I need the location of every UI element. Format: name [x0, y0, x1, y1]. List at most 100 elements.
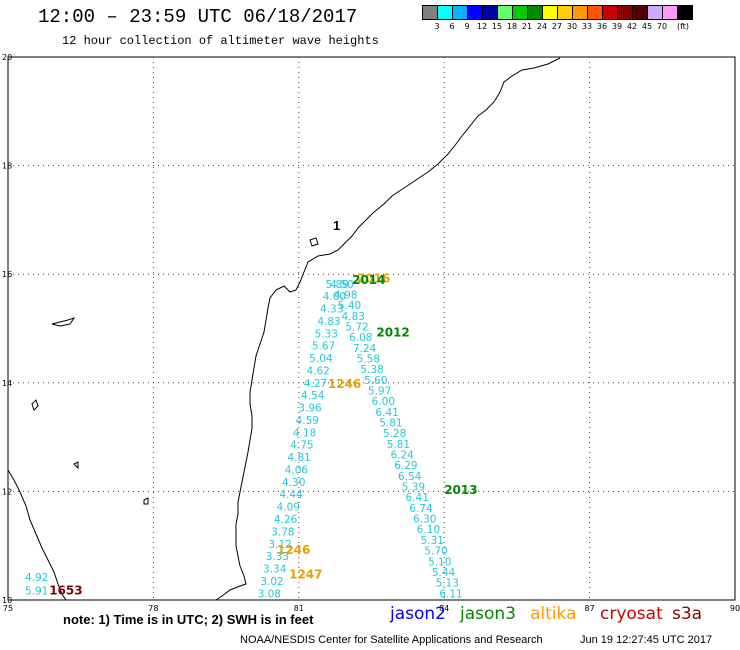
legend-label: 70: [656, 22, 668, 31]
swh-value: 5.44: [432, 567, 456, 579]
legend-label: (ft): [676, 22, 690, 31]
lat-tick-label: 18: [2, 162, 12, 171]
swh-value: 4.81: [287, 452, 310, 464]
lake-pulicat: [309, 237, 319, 247]
legend-label: 9: [464, 22, 470, 31]
pass-time-label: 1246: [277, 543, 310, 557]
swh-value: 5.97: [368, 386, 391, 398]
satellite-legend-jason2: jason2: [390, 604, 446, 624]
swh-value: 5.13: [436, 578, 459, 590]
swh-value: 4.59: [296, 415, 319, 427]
swh-value: 4.83: [342, 311, 365, 323]
swh-value: 3.34: [263, 564, 287, 576]
swh-value: 7.24: [353, 343, 377, 355]
swh-value: 6.08: [349, 332, 372, 344]
swh-value: 3.02: [260, 576, 283, 588]
legend-label: 18: [506, 22, 518, 31]
island-d: [73, 461, 79, 470]
swh-value: 5.31: [421, 535, 444, 547]
legend-swatch: [677, 5, 693, 20]
swh-value: 3.96: [298, 403, 322, 415]
pass-time-label: 2016: [357, 271, 390, 285]
swh-value: 4.62: [306, 365, 329, 377]
swh-value: 4.06: [285, 464, 309, 476]
swh-value: 6.41: [406, 492, 429, 504]
swh-value: 6.00: [372, 396, 395, 408]
pass-time-label: 2014: [352, 273, 385, 287]
swh-value: 3.33: [266, 551, 289, 563]
pass-time-label: 2013: [444, 483, 477, 497]
color-legend: 3 6 9 12 15 18 21 24 27 30 33 36 39 42 45 70 (ft): [422, 5, 693, 34]
satellite-legend-cryosat: cryosat: [600, 604, 663, 624]
map-grid: 75 78 81 84 87 90 20 18 16 14 12 10: [2, 53, 740, 613]
india-east-coastline: [215, 57, 561, 601]
swh-value: 6.11: [439, 588, 462, 600]
legend-label: 21: [521, 22, 533, 31]
map-frame: [7, 56, 736, 601]
satellite-legend-jason3: jason3: [460, 604, 516, 624]
swh-value: 5.39: [402, 482, 425, 494]
legend-label: 12: [476, 22, 488, 31]
legend-label: 3: [434, 22, 440, 31]
swh-value: 6.24: [390, 450, 414, 462]
legend-label: 33: [581, 22, 593, 31]
swh-value: 6.30: [413, 514, 436, 526]
legend-label: 6: [449, 22, 455, 31]
island-a: [51, 317, 76, 327]
legend-labels: 3 6 9 12 15 18 21 24 27 30 33 36 39 42 45 70 (ft): [422, 20, 692, 34]
map-marker-label: 1: [333, 218, 340, 233]
swh-value: 4.92: [25, 572, 48, 584]
swh-value: 6.54: [398, 471, 422, 483]
island-c: [143, 497, 149, 505]
swh-value: 5.81: [379, 418, 402, 430]
sri-lanka-west-coast: [7, 469, 67, 601]
swh-value: 4.00: [323, 291, 346, 303]
swh-value: 5.33: [315, 328, 338, 340]
swh-value: 5.81: [387, 439, 410, 451]
legend-swatches: [422, 5, 693, 20]
swh-value: 4.09: [277, 502, 300, 514]
swh-value: 5.04: [309, 353, 333, 365]
legend-label: 30: [566, 22, 578, 31]
swh-value: 4.26: [274, 514, 298, 526]
swh-value: 6.41: [375, 407, 398, 419]
lat-tick-label: 12: [2, 487, 12, 496]
generation-timestamp: Jun 19 12:27:45 UTC 2017: [580, 634, 713, 646]
legend-label: 39: [611, 22, 623, 31]
lon-tick-label: 84: [439, 604, 449, 613]
lon-tick-label: 78: [148, 604, 158, 613]
swh-value: 4.30: [282, 477, 305, 489]
page-subtitle: 12 hour collection of altimeter wave hei…: [62, 34, 379, 48]
legend-label: 24: [536, 22, 548, 31]
swh-value: 3.78: [271, 526, 294, 538]
legend-label: 36: [596, 22, 608, 31]
swh-value: 4.98: [334, 289, 357, 301]
lat-tick-label: 16: [2, 270, 12, 279]
coastline: [7, 57, 561, 601]
island-b: [31, 399, 39, 411]
swh-value: 5.10: [428, 556, 451, 568]
legend-label: 45: [641, 22, 653, 31]
swh-value: 4.44: [279, 489, 303, 501]
satellite-legend-altika: altika: [530, 604, 577, 624]
swh-value: 3.08: [258, 588, 281, 600]
swh-value: 3.12: [268, 539, 291, 551]
page-title: 12:00 – 23:59 UTC 06/18/2017: [38, 6, 358, 28]
altimeter-tracks: 5.894.004.334.835.335.675.044.624.274.54…: [25, 279, 463, 601]
credit-line: NOAA/NESDIS Center for Satellite Applica…: [240, 634, 543, 646]
lon-tick-label: 81: [294, 604, 304, 613]
lon-tick-label: 87: [585, 604, 595, 613]
pass-time-label: 2012: [376, 326, 409, 340]
lon-tick-label: 90: [730, 604, 740, 613]
swh-value: 5.91: [25, 586, 48, 598]
lat-tick-label: 20: [2, 53, 12, 62]
swh-value: 5.28: [383, 428, 406, 440]
swh-value: 4.50: [330, 279, 353, 291]
pass-time-label: 1247: [289, 567, 322, 581]
swh-value: 4.54: [301, 390, 325, 402]
legend-label: 27: [551, 22, 563, 31]
swh-value: 5.40: [338, 300, 361, 312]
lon-tick-label: 75: [3, 604, 13, 613]
